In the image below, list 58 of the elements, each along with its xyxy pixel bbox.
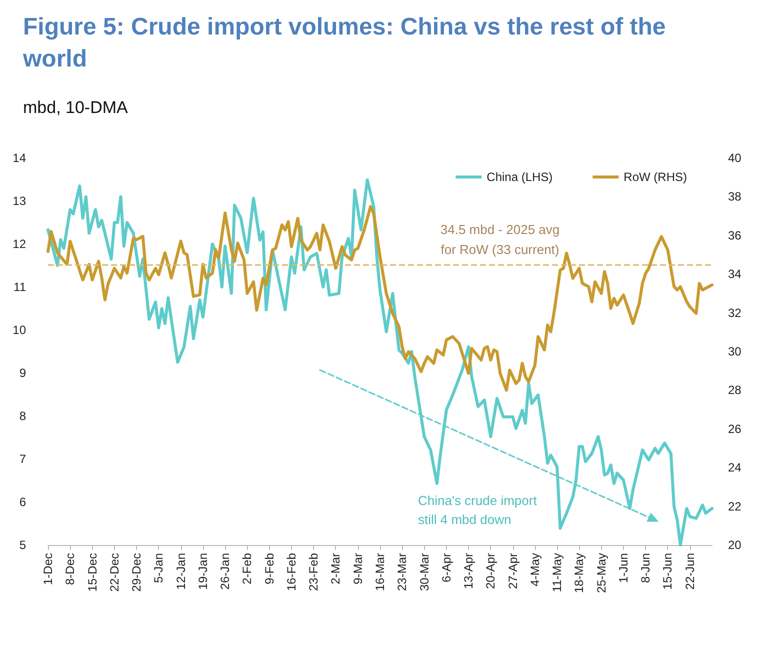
x-tick-label: 16-Feb	[284, 552, 298, 592]
y-tick-label: 11	[14, 280, 26, 294]
x-tick-label: 6-Apr	[439, 552, 454, 582]
y-tick-label: 6	[19, 495, 26, 509]
y2-tick-label: 20	[728, 538, 742, 552]
y-tick-label: 5	[19, 538, 26, 552]
y2-tick-label: 40	[728, 151, 742, 165]
x-tick-label: 26-Jan	[218, 553, 232, 590]
y2-tick-label: 36	[728, 228, 742, 242]
x-tick-label: 15-Dec	[85, 553, 100, 592]
y-tick-label: 14	[12, 151, 26, 165]
y-tick-label: 7	[19, 452, 26, 466]
x-tick-label: 4-May	[528, 553, 542, 586]
x-tick-label: 30-Mar	[417, 553, 432, 592]
x-tick-label: 22-Dec	[107, 553, 122, 592]
chart-subtitle: mbd, 10-DMA	[23, 98, 129, 117]
x-tick-label: 1-Jun	[616, 553, 630, 584]
legend-label: China (LHS)	[486, 170, 553, 184]
chart-title: Figure 5: Crude import volumes: China vs the rest of the world	[22, 14, 672, 72]
x-tick-label: 15-Jun	[660, 553, 675, 590]
ref-line-label: 34.5 mbd - 2025 avg for RoW (33 current)	[440, 222, 560, 257]
x-tick-label: 11-May	[550, 553, 564, 592]
y2-tick-label: 30	[728, 344, 742, 358]
x-tick-label: 8-Jun	[638, 553, 653, 584]
y2-tick-label: 38	[728, 190, 742, 204]
y2-tick-label: 22	[728, 499, 742, 514]
y2-tick-label: 32	[728, 306, 742, 320]
y-tick-label: 12	[12, 237, 26, 251]
x-tick-label: 16-Mar	[373, 553, 387, 592]
x-tick-label: 19-Jan	[196, 553, 210, 590]
line-series	[46, 205, 714, 392]
y2-tick-label: 24	[728, 460, 742, 475]
x-tick-label: 22-Jun	[682, 553, 697, 590]
x-tick-label: 27-Apr	[506, 553, 520, 590]
x-tick-label: 2-Mar	[328, 553, 343, 584]
x-tick-label: 8-Dec	[63, 553, 78, 586]
x-tick-label: 9-Feb	[262, 552, 276, 584]
y-tick-label: 8	[19, 409, 26, 423]
y-tick-label: 9	[19, 366, 26, 380]
x-tick-label: 23-Feb	[306, 552, 321, 592]
x-tick-label: 12-Jan	[174, 553, 188, 590]
legend-label: RoW (RHS)	[624, 170, 688, 184]
y-tick-label: 10	[12, 323, 26, 337]
x-tick-label: 25-May	[594, 553, 608, 594]
y-tick-label: 13	[12, 194, 26, 208]
x-tick-label: 23-Mar	[395, 553, 410, 592]
x-tick-label: 1-Dec	[41, 553, 55, 586]
x-tick-label: 5-Jan	[152, 553, 166, 584]
annotation: China's crude import still 4 mbd down	[418, 493, 538, 527]
y2-tick-label: 34	[728, 267, 742, 282]
x-tick-label: 20-Apr	[484, 553, 498, 590]
x-tick-label: 13-Apr	[462, 553, 476, 590]
x-tick-label: 2-Feb	[240, 552, 254, 584]
x-tick-label: 29-Dec	[130, 553, 144, 592]
y2-tick-label: 26	[728, 422, 742, 436]
x-tick-label: 9-Mar	[350, 553, 365, 584]
x-tick-label: 18-May	[572, 553, 586, 594]
y2-tick-label: 28	[728, 383, 742, 398]
